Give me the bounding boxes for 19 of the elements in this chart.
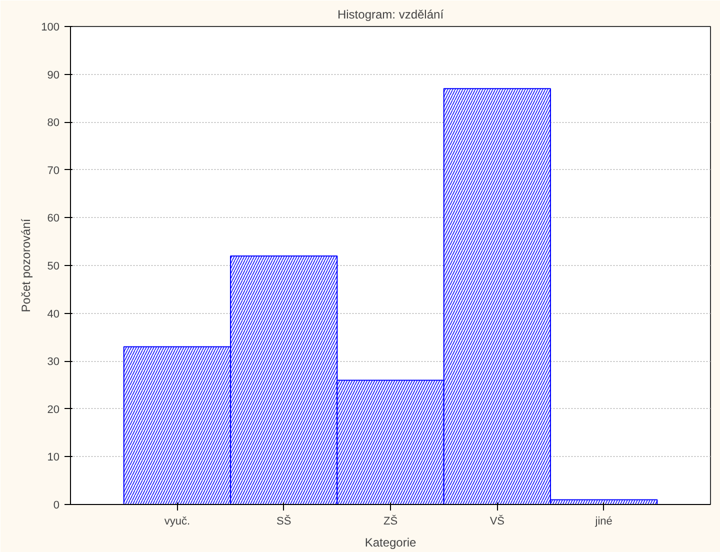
y-tick-label: 40 <box>47 308 60 320</box>
x-tick-label: vyuč. <box>164 516 190 528</box>
y-tick-label: 30 <box>47 356 60 368</box>
y-tick-label: 80 <box>47 117 60 130</box>
x-tick-label: SŠ <box>276 514 292 528</box>
y-tick-label: 0 <box>53 500 60 512</box>
y-axis-title: Počet pozorování <box>19 218 34 312</box>
chart-title: Histogram: vzdělání <box>337 8 444 22</box>
x-tick-label: ZŠ <box>383 514 398 528</box>
y-tick-label: 20 <box>47 404 60 416</box>
y-tick-label: 90 <box>47 69 60 82</box>
x-tick-label: VŠ <box>490 514 505 528</box>
y-tick-label: 60 <box>47 212 60 225</box>
x-axis-title: Kategorie <box>364 536 417 550</box>
y-tick-label: 50 <box>47 260 60 272</box>
x-tick-label: jiné <box>594 516 612 528</box>
y-tick-label: 70 <box>47 164 60 177</box>
y-tick-label: 10 <box>47 452 60 464</box>
y-tick-label: 100 <box>41 22 60 34</box>
